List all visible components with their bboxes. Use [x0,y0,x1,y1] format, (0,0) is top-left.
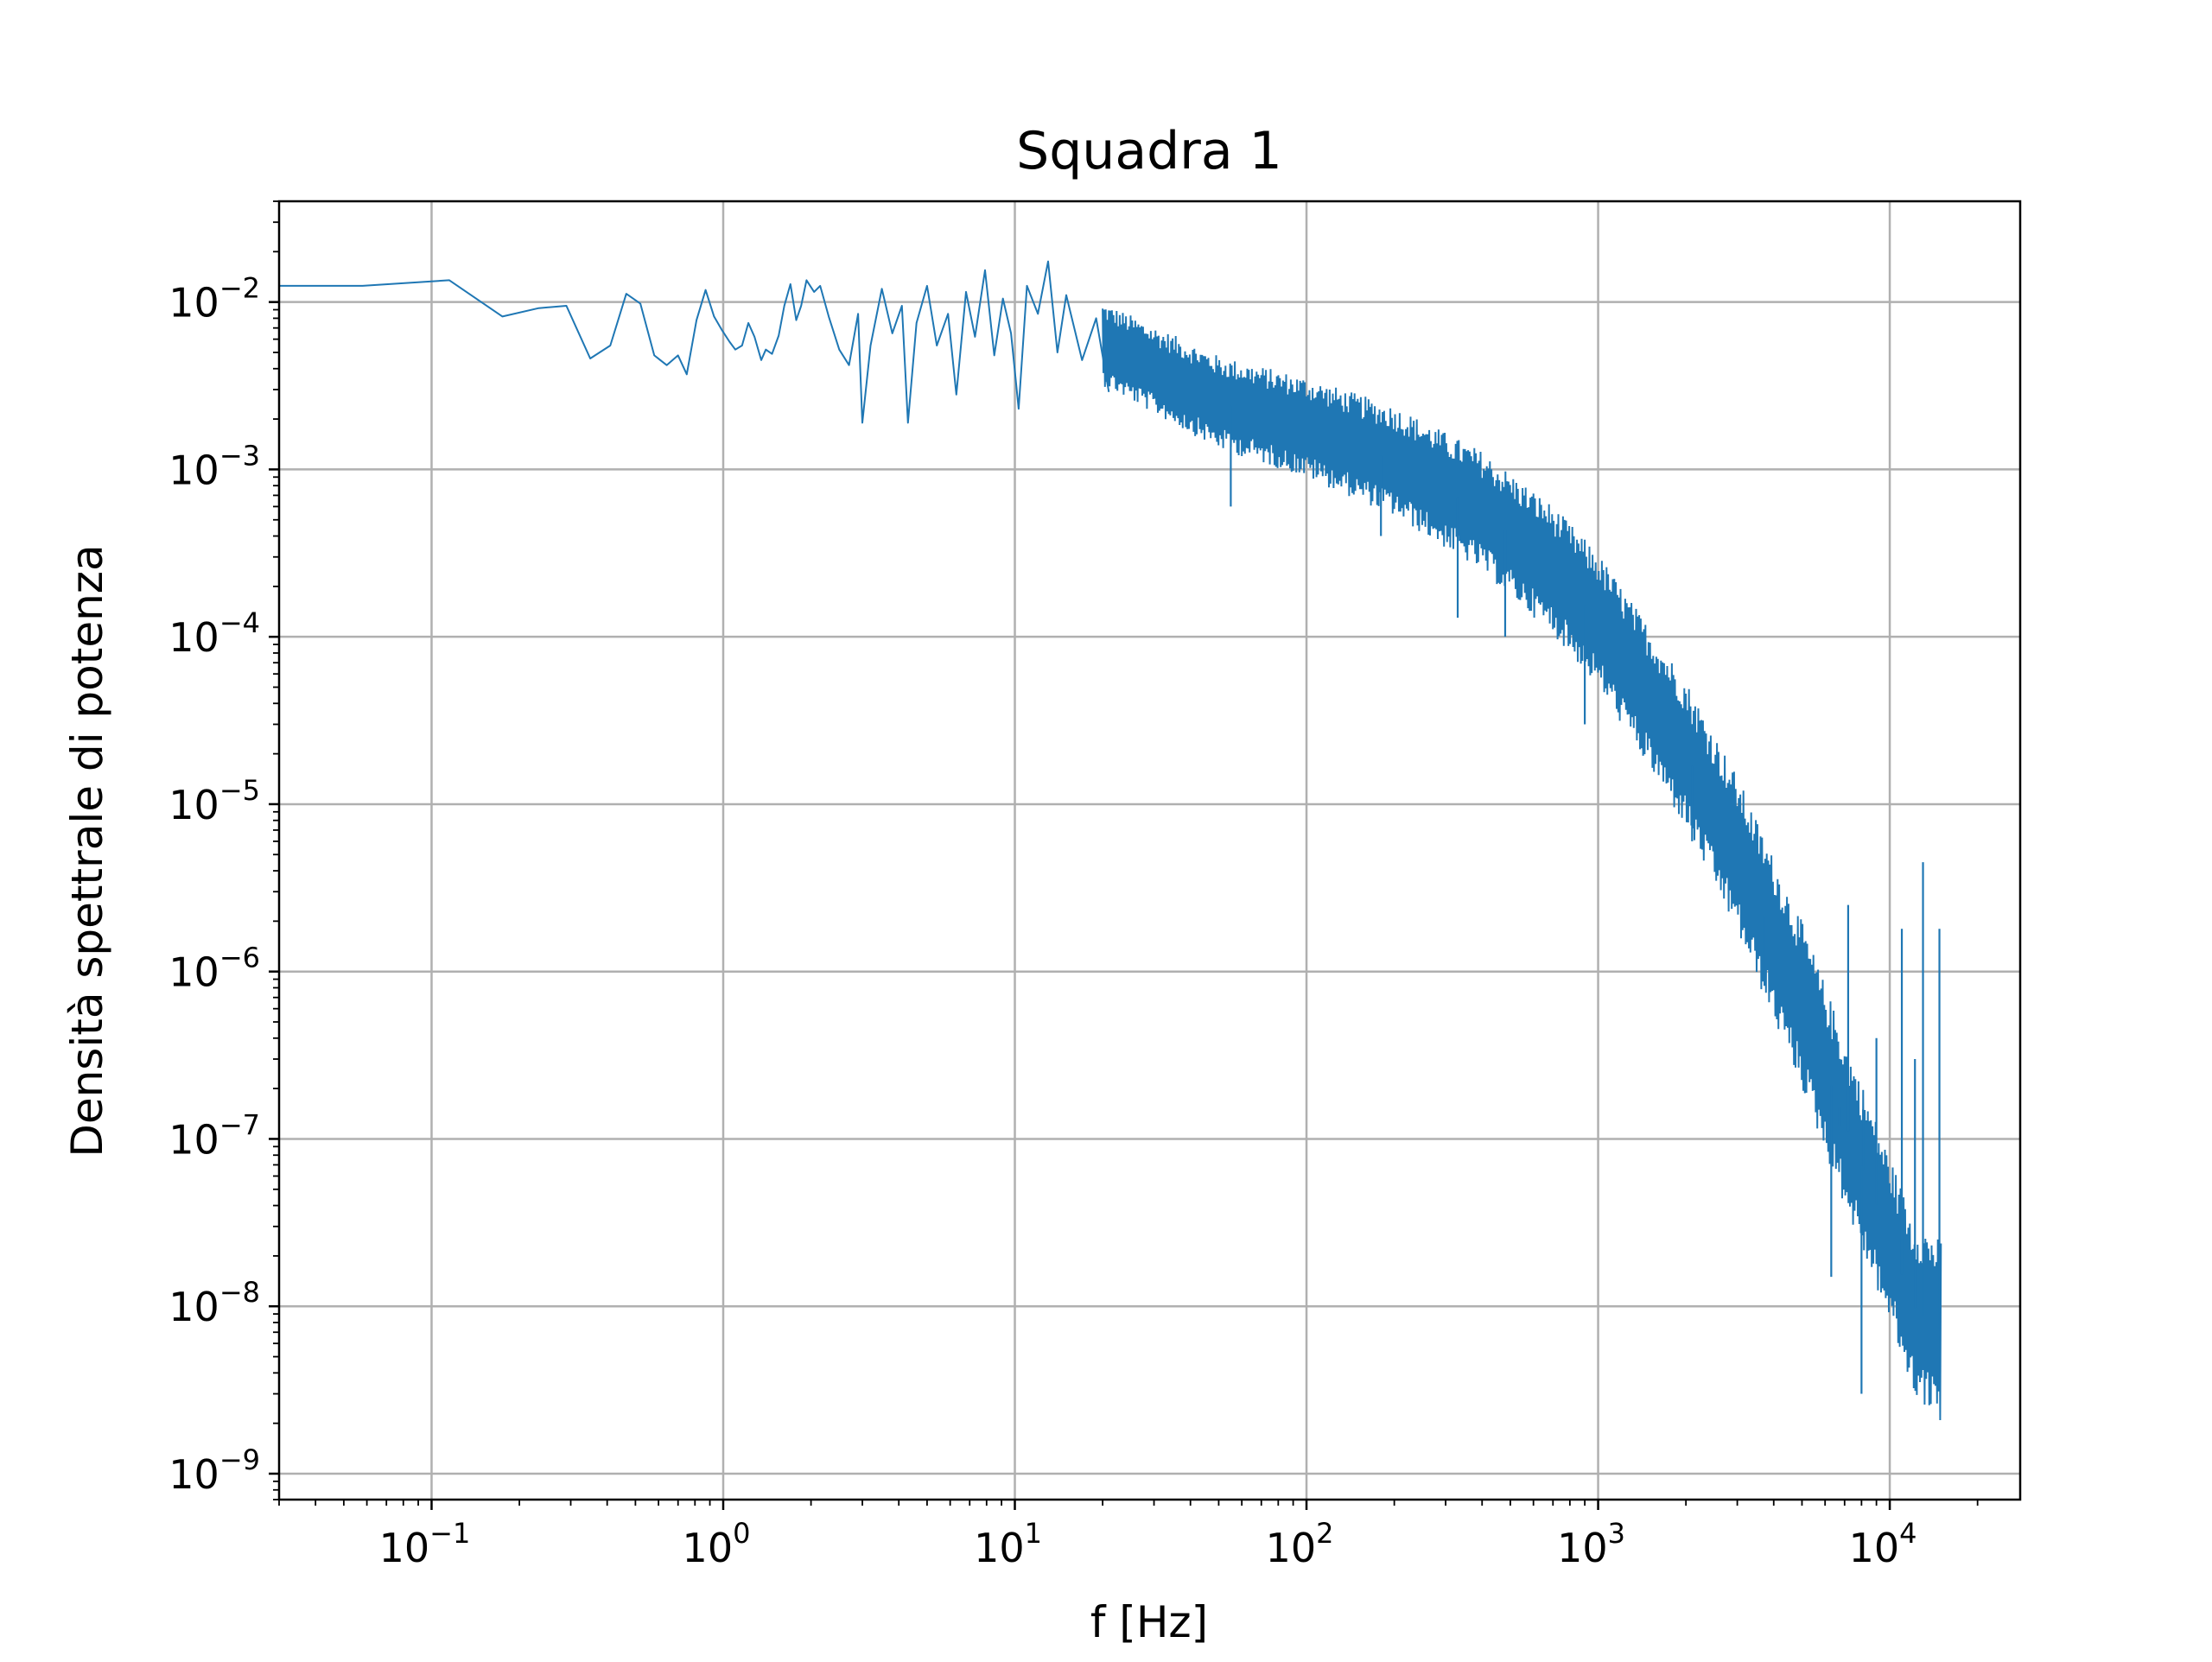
y-tick-label: 10−6 [168,942,260,996]
y-tick-label: 10−3 [168,439,260,493]
x-tick-label: 100 [683,1517,751,1571]
x-tick-label: 103 [1557,1517,1625,1571]
y-tick-label: 10−4 [168,606,260,661]
x-axis-label: f [Hz] [1090,1597,1208,1647]
x-tick-label: 10−1 [379,1517,471,1571]
y-tick-label: 10−9 [168,1443,260,1498]
x-tick-label: 104 [1849,1517,1917,1571]
data-series-layer [279,260,1942,1421]
chart-title: Squadra 1 [1016,121,1282,181]
y-tick-label: 10−5 [168,774,260,828]
psd-dense-band [1102,308,1942,1421]
tick-layer: 10−1 100 101 102 103 104 10−2 10−3 10−4 10−5 10−6 1… [168,200,1979,1571]
y-axis-label: Densità spettrale di potenza [62,544,112,1157]
y-tick-label: 10−2 [168,272,260,327]
grid-lines [279,201,2020,1500]
x-tick-label: 101 [974,1517,1042,1571]
y-tick-label: 10−8 [168,1276,260,1330]
x-tick-label: 102 [1266,1517,1334,1571]
y-tick-label: 10−7 [168,1108,260,1163]
axes-frame [277,200,2022,1501]
psd-low-frequency-line [279,260,1110,424]
